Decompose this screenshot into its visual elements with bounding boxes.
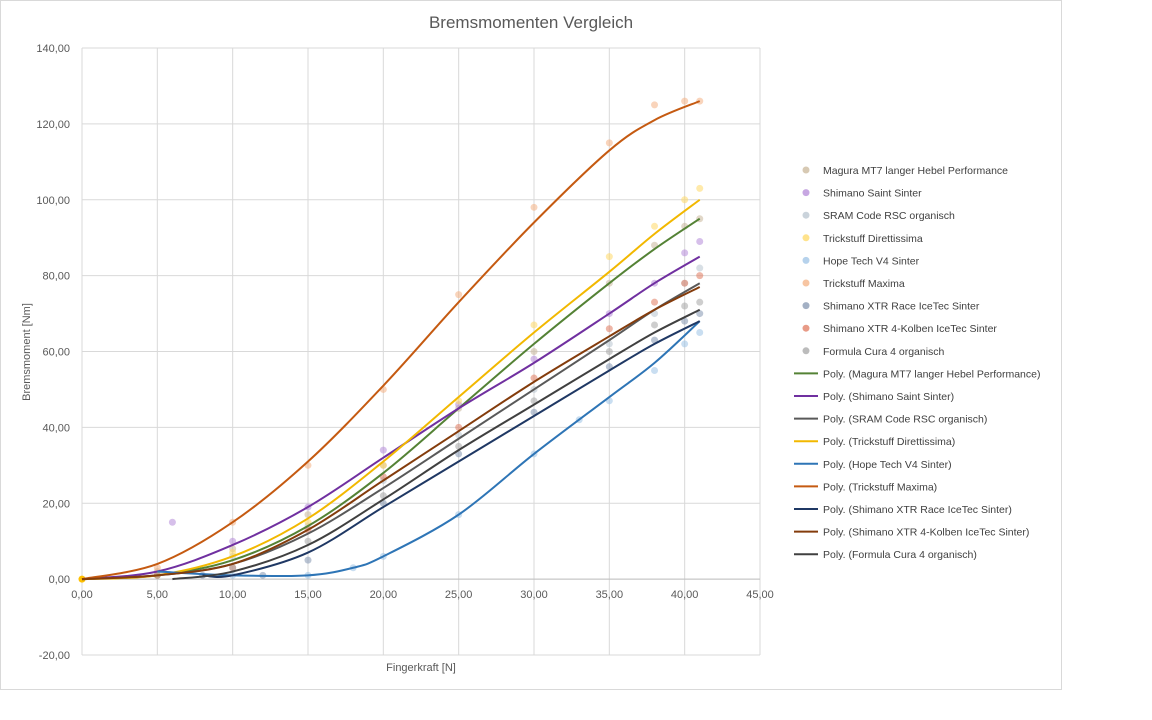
data-point	[605, 253, 613, 261]
legend-marker	[802, 166, 810, 174]
data-point	[153, 564, 161, 572]
data-point	[455, 291, 463, 299]
x-tick-label: 5,00	[147, 589, 168, 601]
legend: Magura MT7 langer Hebel Performance Shima…	[794, 165, 1040, 561]
data-point	[681, 279, 689, 287]
legend-marker	[802, 302, 810, 310]
data-point	[696, 184, 704, 192]
data-point	[379, 446, 387, 454]
trendline	[157, 320, 701, 578]
legend-marker	[802, 279, 810, 287]
data-point	[681, 249, 689, 257]
data-point	[605, 139, 613, 147]
data-point	[229, 564, 237, 572]
data-point	[605, 325, 613, 333]
x-axis-title: Fingerkraft [N]	[386, 662, 456, 674]
y-tick-label: 140,00	[36, 43, 70, 55]
data-point	[530, 203, 538, 211]
legend-entry: Poly. (Trickstuff Direttissima)	[823, 436, 955, 448]
legend-entry: Shimano Saint Sinter	[823, 188, 922, 200]
x-axis-ticks: 0,00 5,00 10,00 15,00 20,00 25,00 30,00 35,00 40…	[71, 589, 773, 601]
x-tick-label: 35,00	[596, 589, 624, 601]
legend-entry: Formula Cura 4 organisch	[823, 346, 945, 358]
data-point	[696, 237, 704, 245]
data-point	[530, 348, 538, 355]
chart-title: Bremsmomenten Vergleich	[429, 13, 633, 32]
data-point	[681, 340, 689, 348]
legend-marker	[802, 189, 810, 197]
y-axis-title: Bremsmoment [Nm]	[21, 303, 33, 401]
x-tick-label: 45,00	[746, 589, 774, 601]
legend-entry: Trickstuff Direttissima	[823, 233, 923, 245]
x-tick-label: 10,00	[219, 589, 247, 601]
y-tick-label: 60,00	[42, 347, 70, 359]
x-tick-label: 20,00	[370, 589, 398, 601]
legend-entry: Poly. (Shimano Saint Sinter)	[823, 391, 954, 403]
data-point	[651, 298, 659, 306]
x-tick-label: 30,00	[520, 589, 548, 601]
y-tick-label: 0,00	[49, 574, 70, 586]
data-point	[530, 321, 538, 329]
data-point	[696, 329, 704, 337]
data-point	[651, 101, 659, 109]
legend-marker	[802, 256, 810, 264]
legend-entry: Hope Tech V4 Sinter	[823, 255, 920, 267]
x-tick-label: 0,00	[71, 589, 92, 601]
legend-entry: Shimano XTR Race IceTec Sinter	[823, 301, 980, 313]
data-point	[696, 298, 704, 306]
data-point	[304, 556, 312, 564]
data-point	[696, 264, 704, 272]
legend-entry: Trickstuff Maxima	[823, 278, 905, 290]
legend-entry: Poly. (Shimano XTR 4-Kolben IceTec Sinte…	[823, 527, 1029, 539]
y-tick-label: 80,00	[42, 271, 70, 283]
y-axis-ticks: -20,00 0,00 20,00 40,00 60,00 80,00 100,00 120,…	[36, 43, 70, 662]
data-point	[605, 348, 613, 355]
legend-marker	[802, 211, 810, 219]
chart-frame	[0, 0, 1062, 690]
legend-marker	[802, 347, 810, 355]
trendline	[81, 255, 701, 581]
trendline	[172, 308, 701, 581]
data-point	[168, 518, 176, 526]
x-tick-label: 15,00	[294, 589, 322, 601]
legend-marker	[802, 324, 810, 332]
data-point	[229, 549, 237, 557]
x-tick-label: 40,00	[671, 589, 699, 601]
y-tick-label: 120,00	[36, 119, 70, 131]
x-tick-label: 25,00	[445, 589, 473, 601]
legend-entry: Shimano XTR 4-Kolben IceTec Sinter	[823, 323, 997, 335]
gridlines	[81, 47, 761, 656]
y-tick-label: 40,00	[42, 422, 70, 434]
legend-entry: Poly. (Hope Tech V4 Sinter)	[823, 459, 952, 471]
data-point	[681, 196, 689, 204]
trendline	[202, 320, 701, 578]
data-point	[696, 310, 704, 318]
trendlines	[81, 100, 701, 581]
y-tick-label: 20,00	[42, 498, 70, 510]
data-point	[681, 302, 689, 310]
data-point	[651, 222, 659, 230]
data-point	[696, 272, 704, 280]
y-tick-label: -20,00	[39, 650, 70, 662]
y-tick-label: 100,00	[36, 195, 70, 207]
data-point	[681, 97, 689, 105]
data-point	[651, 321, 659, 329]
data-point	[651, 366, 659, 374]
data-point	[229, 537, 237, 545]
legend-entry: Magura MT7 langer Hebel Performance	[823, 165, 1008, 177]
trendline	[81, 198, 701, 581]
legend-entry: SRAM Code RSC organisch	[823, 210, 955, 222]
data-point	[681, 317, 689, 325]
legend-entry: Poly. (Trickstuff Maxima)	[823, 481, 937, 493]
trendline	[81, 286, 701, 581]
legend-marker	[802, 234, 810, 242]
trendline	[81, 217, 701, 581]
legend-entry: Poly. (SRAM Code RSC organisch)	[823, 414, 987, 426]
legend-entry: Poly. (Magura MT7 langer Hebel Performan…	[823, 368, 1040, 380]
data-point	[304, 537, 312, 545]
legend-entry: Poly. (Shimano XTR Race IceTec Sinter)	[823, 504, 1012, 516]
legend-entry: Poly. (Formula Cura 4 organisch)	[823, 549, 977, 561]
trendline	[81, 100, 701, 581]
